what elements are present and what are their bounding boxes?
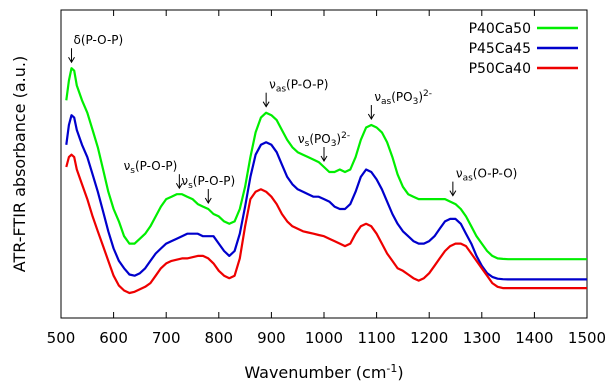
x-axis-label-sup: -1	[386, 362, 397, 375]
annotation-label: νs(P-O-P)	[181, 174, 235, 191]
annotation-arrowhead	[367, 113, 375, 121]
annotation-as-o-p-o-1245: νas(O-P-O)	[449, 167, 517, 197]
annotation-label: νs(PO3)2-	[298, 131, 350, 149]
legend-item-p40ca50: P40Ca50	[469, 21, 578, 37]
annotation-arrowhead	[68, 56, 75, 64]
annotation-arrowhead	[449, 190, 457, 197]
annotations: δ(P-O-P) νs(P-O-P)νs(P-O-P) νas(P-O-P) νs(P…	[68, 33, 517, 204]
series-line-p45ca45	[65, 114, 587, 281]
annotation-s-p-o-p-780: νs(P-O-P)	[181, 174, 235, 204]
annotation-arrowhead	[204, 197, 212, 204]
x-axis-label: Wavenumber (cm-1)	[244, 362, 403, 382]
x-tick-label: 500	[47, 329, 76, 347]
annotation-label: δ(P-O-P)	[74, 33, 124, 47]
y-axis-label: ATR-FTIR absorbance (a.u.)	[10, 56, 29, 272]
legend: P40Ca50 P45Ca45 P50Ca40	[469, 21, 578, 77]
annotation-label: νas(O-P-O)	[456, 167, 517, 184]
annotation-as-p-o-p-890: νas(P-O-P)	[262, 78, 328, 108]
x-tick-label: 800	[204, 329, 233, 347]
annotation-arrowhead	[175, 182, 183, 190]
series-line-p40ca50	[65, 67, 587, 261]
legend-label: P45Ca45	[469, 41, 531, 57]
x-tick-label: 600	[99, 329, 128, 347]
annotation-p-o-p-520: δ(P-O-P)	[68, 33, 124, 64]
x-tick-label: 1400	[515, 329, 553, 347]
annotation-as-po1090: νas(PO3)2-	[367, 89, 432, 121]
x-axis-label-end: )	[397, 363, 403, 382]
annotation-arrowhead	[262, 101, 270, 108]
annotation-label: νs(P-O-P)	[124, 159, 178, 176]
x-tick-label: 1100	[358, 329, 396, 347]
annotation-s-p-o-p-725: νs(P-O-P)	[124, 159, 183, 190]
x-tick-label: 1500	[568, 329, 606, 347]
annotation-label: νas(P-O-P)	[269, 78, 328, 95]
legend-item-p45ca45: P45Ca45	[469, 41, 578, 57]
annotation-arrowhead	[320, 155, 328, 163]
legend-item-p50ca40: P50Ca40	[469, 61, 578, 77]
x-tick-label: 1200	[410, 329, 448, 347]
x-tick-label: 1000	[305, 329, 343, 347]
x-ticks: 500 600 700 800 900 1000 1100 1200 1300 1400 1500	[47, 10, 606, 347]
annotation-label: νas(PO3)2-	[374, 89, 432, 107]
legend-label: P40Ca50	[469, 21, 531, 37]
x-tick-label: 900	[257, 329, 286, 347]
series-layer	[65, 67, 587, 295]
x-tick-label: 700	[152, 329, 181, 347]
legend-label: P50Ca40	[469, 61, 531, 77]
annotation-s-po1000: νs(PO3)2-	[298, 131, 350, 163]
series-line-p50ca40	[65, 153, 587, 295]
x-tick-label: 1300	[463, 329, 501, 347]
